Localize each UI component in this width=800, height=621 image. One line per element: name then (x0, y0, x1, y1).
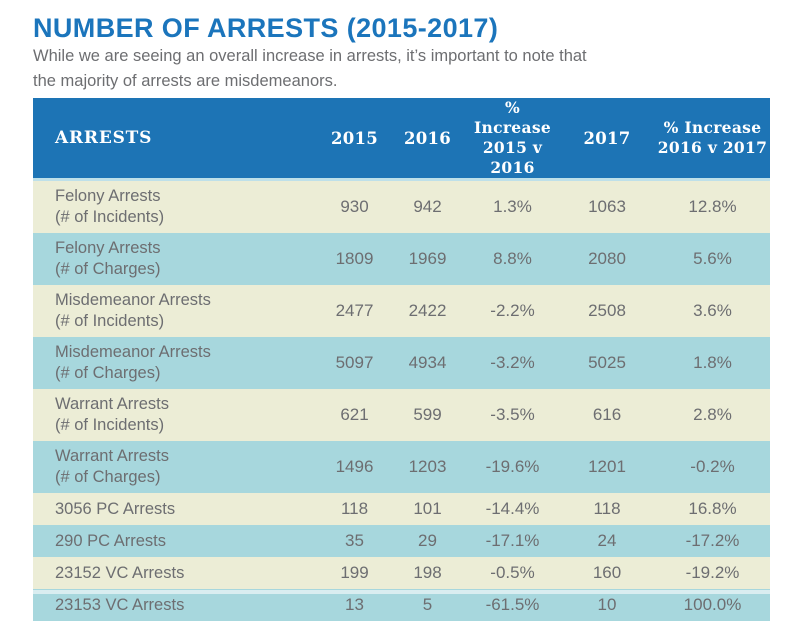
cell-increase-2016-2017: -0.2% (655, 441, 770, 493)
row-label-line1: Warrant Arrests (55, 395, 169, 413)
column-header-2017: 2017 (559, 98, 655, 180)
cell-increase-2016-2017: 5.6% (655, 233, 770, 285)
row-label-line1: Felony Arrests (55, 187, 160, 205)
column-header-increase-2015-2016: % Increase 2015 v 2016 (466, 98, 559, 180)
cell-2015: 621 (320, 389, 389, 441)
cell-2016: 2422 (389, 285, 466, 337)
cell-2016: 942 (389, 180, 466, 234)
row-label: Felony Arrests (# of Incidents) (33, 180, 320, 234)
cell-2016: 599 (389, 389, 466, 441)
cell-2016: 1203 (389, 441, 466, 493)
row-label-line1: Warrant Arrests (55, 447, 169, 465)
row-label-line1: Misdemeanor Arrests (55, 343, 211, 361)
cell-increase-2016-2017: 16.8% (655, 493, 770, 525)
cell-increase-2015-2016: -3.2% (466, 337, 559, 389)
header-increase1-line2: 2015 v 2016 (466, 138, 559, 178)
row-label: Warrant Arrests (# of Charges) (33, 441, 320, 493)
cell-2015: 1496 (320, 441, 389, 493)
cell-increase-2016-2017: 3.6% (655, 285, 770, 337)
row-label-line2: (# of Incidents) (55, 208, 164, 226)
cell-2017: 1063 (559, 180, 655, 234)
table-bottom-edge (33, 590, 770, 594)
row-label-line1: 290 PC Arrests (55, 532, 166, 550)
cell-increase-2015-2016: -17.1% (466, 525, 559, 557)
row-label: Felony Arrests (# of Charges) (33, 233, 320, 285)
cell-increase-2015-2016: 8.8% (466, 233, 559, 285)
row-label-line2: (# of Charges) (55, 364, 160, 382)
cell-2017: 5025 (559, 337, 655, 389)
cell-2015: 35 (320, 525, 389, 557)
row-label: Warrant Arrests (# of Incidents) (33, 389, 320, 441)
cell-2017: 2508 (559, 285, 655, 337)
cell-2015: 1809 (320, 233, 389, 285)
cell-2017: 2080 (559, 233, 655, 285)
subtitle-line-2: the majority of arrests are misdemeanors… (33, 69, 587, 94)
cell-2017: 616 (559, 389, 655, 441)
cell-increase-2015-2016: -2.2% (466, 285, 559, 337)
row-label: 290 PC Arrests (33, 525, 320, 557)
cell-2017: 118 (559, 493, 655, 525)
row-label-line2: (# of Charges) (55, 468, 160, 486)
header-increase2-line2: 2016 v 2017 (655, 138, 770, 158)
cell-2016: 198 (389, 557, 466, 589)
cell-2017: 1201 (559, 441, 655, 493)
cell-increase-2016-2017: 1.8% (655, 337, 770, 389)
cell-increase-2016-2017: 2.8% (655, 389, 770, 441)
cell-increase-2015-2016: -19.6% (466, 441, 559, 493)
row-label: Misdemeanor Arrests (# of Charges) (33, 337, 320, 389)
column-header-increase-2016-2017: % Increase 2016 v 2017 (655, 98, 770, 180)
cell-2015: 118 (320, 493, 389, 525)
arrests-table: ARRESTS 2015 2016 % Increase 2015 v 2016… (33, 98, 770, 621)
cell-2016: 1969 (389, 233, 466, 285)
cell-2015: 930 (320, 180, 389, 234)
page-title: NUMBER OF ARRESTS (2015-2017) (33, 14, 498, 42)
row-label-line1: Misdemeanor Arrests (55, 291, 211, 309)
subtitle-line-1: While we are seeing an overall increase … (33, 44, 587, 69)
row-label-line2: (# of Incidents) (55, 312, 164, 330)
cell-2015: 5097 (320, 337, 389, 389)
row-label-line1: 3056 PC Arrests (55, 500, 175, 518)
page: NUMBER OF ARRESTS (2015-2017) While we a… (0, 0, 800, 600)
cell-2016: 4934 (389, 337, 466, 389)
row-label-line1: Felony Arrests (55, 239, 160, 257)
cell-2017: 160 (559, 557, 655, 589)
row-label: 23152 VC Arrests (33, 557, 320, 589)
cell-increase-2016-2017: -19.2% (655, 557, 770, 589)
cell-2015: 2477 (320, 285, 389, 337)
row-label-line1: 23153 VC Arrests (55, 596, 184, 614)
cell-increase-2015-2016: 1.3% (466, 180, 559, 234)
column-header-2016: 2016 (389, 98, 466, 180)
cell-increase-2016-2017: 12.8% (655, 180, 770, 234)
row-label-line2: (# of Charges) (55, 260, 160, 278)
cell-2016: 101 (389, 493, 466, 525)
table-header-row: ARRESTS 2015 2016 % Increase 2015 v 2016… (33, 98, 770, 180)
column-header-arrests: ARRESTS (33, 98, 320, 180)
cell-increase-2015-2016: -14.4% (466, 493, 559, 525)
column-header-2015: 2015 (320, 98, 389, 180)
cell-increase-2015-2016: -3.5% (466, 389, 559, 441)
row-label: Misdemeanor Arrests (# of Incidents) (33, 285, 320, 337)
page-subtitle: While we are seeing an overall increase … (33, 44, 587, 94)
header-increase1-line1: % Increase (466, 98, 559, 138)
header-increase2-line1: % Increase (655, 118, 770, 138)
cell-2015: 199 (320, 557, 389, 589)
cell-2016: 29 (389, 525, 466, 557)
row-label-line2: (# of Incidents) (55, 416, 164, 434)
row-label-line1: 23152 VC Arrests (55, 564, 184, 582)
cell-increase-2015-2016: -0.5% (466, 557, 559, 589)
cell-increase-2016-2017: -17.2% (655, 525, 770, 557)
cell-2017: 24 (559, 525, 655, 557)
row-label: 3056 PC Arrests (33, 493, 320, 525)
